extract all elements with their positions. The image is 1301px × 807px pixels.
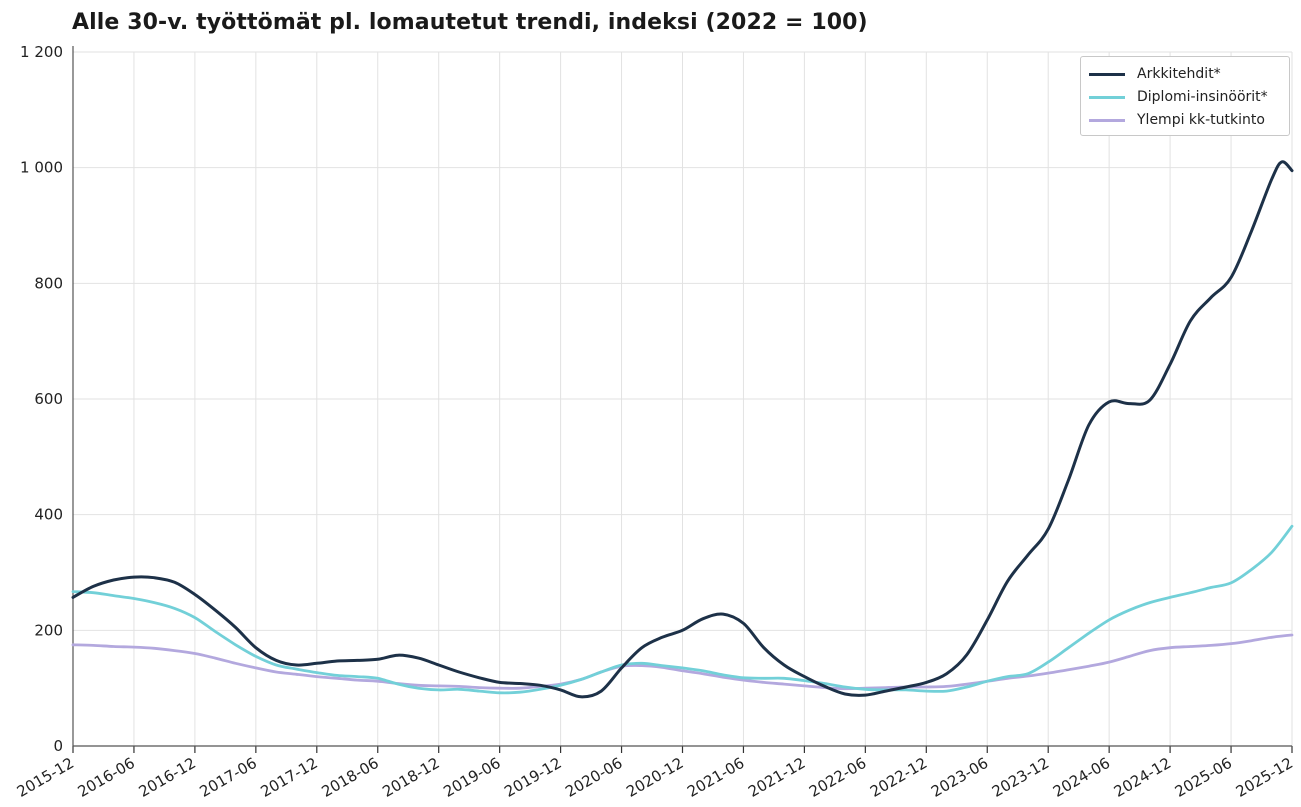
x-tick-label: 2020-12 — [623, 754, 686, 801]
x-tick-label: 2016-06 — [75, 754, 138, 801]
x-tick-label: 2019-12 — [501, 754, 564, 801]
legend-item-ylempi-kk-tutkinto: Ylempi kk-tutkinto — [1089, 109, 1265, 131]
y-tick-label: 1 000 — [20, 159, 63, 177]
x-tick-label: 2024-12 — [1111, 754, 1174, 801]
x-tick-label: 2018-12 — [379, 754, 442, 801]
x-tick-label: 2020-06 — [562, 754, 625, 801]
grid-lines — [73, 51, 1293, 746]
y-tick-label: 200 — [34, 621, 63, 639]
x-tick-label: 2022-12 — [867, 754, 930, 801]
legend-label-diplomi-insinoorit: Diplomi-insinöörit* — [1137, 89, 1268, 105]
axes — [72, 46, 1293, 753]
legend-swatch-diplomi-insinoorit — [1089, 95, 1125, 99]
legend-swatch-ylempi-kk-tutkinto — [1089, 118, 1125, 122]
x-tick-label: 2017-06 — [197, 754, 260, 801]
chart-title: Alle 30-v. työttömät pl. lomautetut tren… — [72, 10, 868, 35]
legend: Arkkitehdit* Diplomi-insinöörit* Ylempi … — [1080, 56, 1290, 136]
y-tick-label: 400 — [34, 506, 63, 524]
x-tick-label: 2021-12 — [745, 754, 808, 801]
series-line-ylempi-kk-tutkinto — [71, 633, 1294, 691]
x-tick-label: 2021-06 — [684, 754, 747, 801]
series-line-arkkitehdit — [71, 160, 1294, 699]
legend-item-diplomi-insinoorit: Diplomi-insinöörit* — [1089, 86, 1268, 108]
legend-label-arkkitehdit: Arkkitehdit* — [1137, 66, 1221, 82]
x-tick-label: 2015-12 — [14, 754, 77, 801]
x-tick-label: 2016-12 — [136, 754, 199, 801]
x-tick-label: 2024-06 — [1050, 754, 1113, 801]
x-tick-label: 2022-06 — [806, 754, 869, 801]
x-tick-label: 2025-06 — [1172, 754, 1235, 801]
y-tick-label: 1 200 — [20, 43, 63, 61]
y-tick-label: 600 — [34, 390, 63, 408]
series-line-diplomi-insinoorit — [71, 524, 1294, 695]
x-tick-label: 2019-06 — [440, 754, 503, 801]
series-lines — [71, 160, 1294, 699]
x-axis-tick-labels: 2015-122016-062016-122017-062017-122018-… — [14, 754, 1296, 801]
x-tick-label: 2025-12 — [1233, 754, 1296, 801]
legend-swatch-arkkitehdit — [1089, 72, 1125, 76]
x-tick-label: 2023-06 — [928, 754, 991, 801]
x-tick-label: 2018-06 — [318, 754, 381, 801]
x-tick-label: 2017-12 — [258, 754, 321, 801]
y-tick-label: 0 — [53, 737, 63, 755]
x-tick-label: 2023-12 — [989, 754, 1052, 801]
y-axis-tick-labels: 0 200 400 600 800 1 000 1 200 — [20, 43, 63, 755]
legend-item-arkkitehdit: Arkkitehdit* — [1089, 63, 1221, 85]
y-tick-label: 800 — [34, 274, 63, 292]
legend-label-ylempi-kk-tutkinto: Ylempi kk-tutkinto — [1137, 112, 1265, 128]
